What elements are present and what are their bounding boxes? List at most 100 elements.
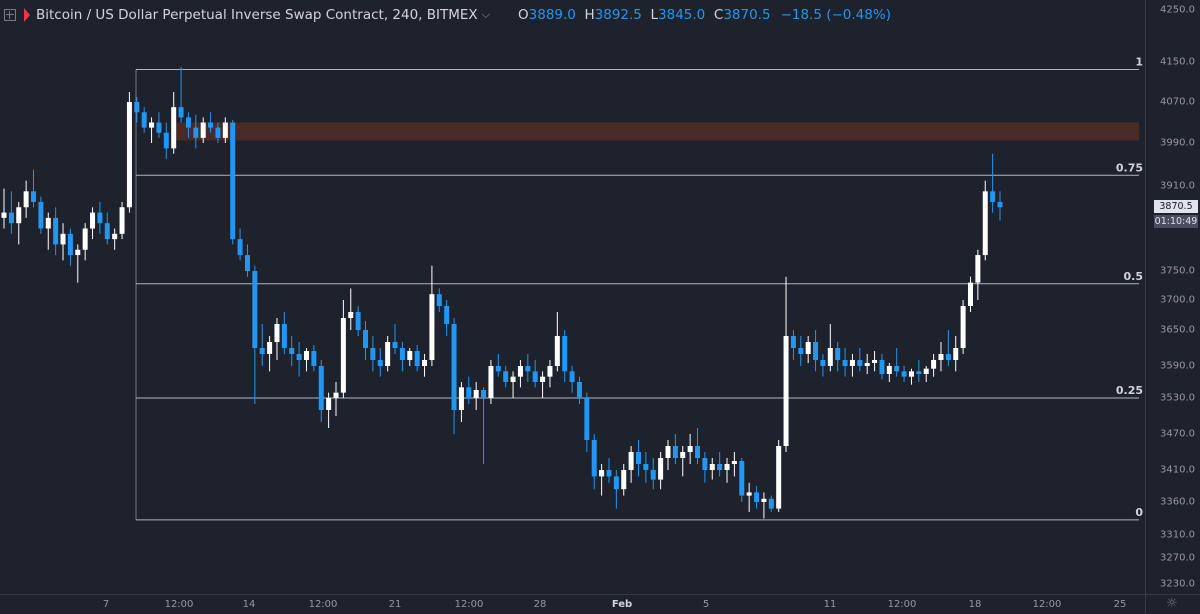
- current-price-tag: 3870.5: [1154, 199, 1198, 213]
- candle-body: [842, 360, 848, 366]
- price-tick: 3310.0: [1160, 529, 1195, 541]
- candle-body: [488, 366, 494, 398]
- open-value: 3889.0: [528, 7, 576, 23]
- candle-body: [503, 371, 509, 382]
- candle-body: [525, 366, 531, 372]
- candle-body: [215, 127, 221, 138]
- candle-body: [680, 452, 686, 458]
- candle-body: [584, 398, 590, 440]
- candle-body: [569, 371, 575, 382]
- candle-body: [562, 336, 568, 372]
- price-tick: 4070.0: [1160, 96, 1195, 108]
- time-axis[interactable]: 7 12:00 14 12:00 21 12:00 28 Feb 5 11 12:00 18 12:00…: [0, 594, 1145, 614]
- candle-body: [908, 371, 914, 377]
- time-tick: 12:00: [454, 599, 484, 610]
- candle-body: [776, 446, 782, 509]
- expand-icon[interactable]: [4, 9, 16, 21]
- candle-body: [348, 312, 354, 318]
- candle-body: [731, 461, 737, 464]
- price-tick: 3700.0: [1160, 294, 1195, 306]
- candle-body: [31, 191, 37, 202]
- candle-body: [687, 446, 693, 452]
- candle-body: [783, 336, 789, 446]
- candle-body: [156, 122, 162, 133]
- chart-settings-corner[interactable]: ☼: [1145, 594, 1200, 614]
- chevron-down-icon[interactable]: ⌵: [481, 8, 491, 21]
- candle-body: [8, 212, 14, 224]
- candle-body: [237, 239, 243, 256]
- candle-body: [392, 342, 398, 348]
- symbol-legend: Bitcoin / US Dollar Perpetual Inverse Sw…: [4, 4, 891, 26]
- candle-body: [953, 348, 959, 360]
- candle-body: [104, 223, 110, 240]
- candle-body: [333, 392, 339, 398]
- candle-body: [997, 201, 1003, 208]
- gear-icon[interactable]: ☼: [1166, 596, 1178, 611]
- candle-body: [466, 387, 472, 398]
- candle-body: [318, 366, 324, 410]
- candle-body: [827, 348, 833, 366]
- candle-body: [311, 351, 317, 366]
- candle-body: [746, 492, 752, 496]
- time-tick: 21: [388, 599, 402, 610]
- candle-body: [53, 217, 59, 245]
- candle-body: [635, 452, 641, 464]
- candle-body: [200, 122, 206, 138]
- price-chart[interactable]: 1 0.75 0.5 0.25 0: [0, 0, 1145, 594]
- candle-body: [621, 470, 627, 490]
- time-tick: 18: [968, 599, 982, 610]
- candle-body: [414, 351, 420, 366]
- candle-body: [208, 122, 214, 128]
- candle-body: [872, 360, 878, 363]
- time-tick: Feb: [611, 599, 633, 610]
- time-tick: 12:00: [887, 599, 917, 610]
- candle-body: [658, 458, 664, 480]
- candle-body: [274, 324, 280, 342]
- price-axis[interactable]: 4250.0 4150.0 4070.0 3990.0 3910.0 3750.0 3700…: [1145, 0, 1200, 594]
- candle-body: [45, 217, 51, 229]
- resistance-zone: [172, 122, 1139, 141]
- candle-body: [982, 191, 988, 256]
- price-tick: 3650.0: [1160, 324, 1195, 336]
- candle-body: [495, 366, 501, 372]
- candle-body: [326, 398, 332, 410]
- candle-body: [296, 354, 302, 360]
- candle-body: [650, 470, 656, 480]
- symbol-title[interactable]: Bitcoin / US Dollar Perpetual Inverse Sw…: [36, 7, 478, 23]
- candle-body: [16, 207, 22, 224]
- candle-body: [67, 233, 73, 256]
- candle-body: [717, 464, 723, 470]
- price-tick: 3410.0: [1160, 464, 1195, 476]
- low-value: 3845.0: [658, 7, 706, 23]
- candle-body: [702, 458, 708, 470]
- chart-pane[interactable]: 1 0.75 0.5 0.25 0 Bitcoin / US Dollar Perpet…: [0, 0, 1145, 594]
- candle-body: [185, 117, 191, 128]
- high-value: 3892.5: [594, 7, 642, 23]
- candle-body: [864, 363, 870, 366]
- price-tick: 4150.0: [1160, 56, 1195, 68]
- candle-body: [739, 461, 745, 496]
- candle-body: [193, 127, 199, 138]
- change-value: −18.5 (−0.48%): [780, 7, 891, 23]
- candle-body: [790, 336, 796, 348]
- candle-body: [613, 476, 619, 490]
- candle-body: [813, 342, 819, 360]
- candle-body: [798, 348, 804, 354]
- time-tick: 28: [533, 599, 547, 610]
- candle-body: [303, 351, 309, 360]
- candle-body: [178, 107, 184, 118]
- candle-body: [481, 390, 487, 398]
- candle-body: [436, 294, 442, 306]
- candle-body: [754, 492, 760, 502]
- candle-body: [547, 366, 553, 377]
- candle-body: [606, 470, 612, 477]
- time-tick: 12:00: [1032, 599, 1062, 610]
- price-tick: 4250.0: [1160, 4, 1195, 16]
- candle-body: [252, 271, 258, 348]
- candle-body: [163, 132, 169, 149]
- candle-body: [820, 360, 826, 366]
- candle-body: [171, 107, 177, 149]
- price-tick: 3230.0: [1160, 578, 1195, 590]
- time-tick: 12:00: [164, 599, 194, 610]
- price-tick: 3750.0: [1160, 265, 1195, 277]
